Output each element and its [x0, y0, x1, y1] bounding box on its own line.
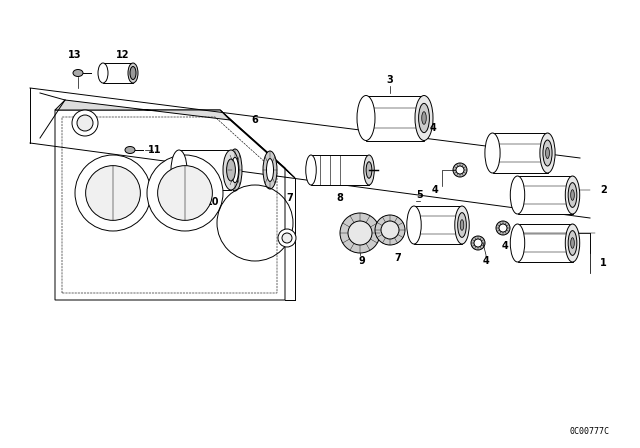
Text: 3: 3 — [387, 75, 394, 85]
Circle shape — [75, 155, 151, 231]
Circle shape — [381, 221, 399, 239]
Circle shape — [278, 229, 296, 247]
Ellipse shape — [366, 162, 372, 178]
Text: 8: 8 — [337, 193, 344, 203]
Circle shape — [157, 166, 212, 220]
Ellipse shape — [306, 155, 316, 185]
Ellipse shape — [458, 213, 467, 237]
Text: 5: 5 — [417, 190, 424, 200]
Ellipse shape — [455, 206, 469, 244]
Ellipse shape — [223, 150, 239, 190]
Text: 4: 4 — [431, 185, 438, 195]
Text: 13: 13 — [68, 50, 82, 60]
Text: 6: 6 — [252, 115, 259, 125]
Circle shape — [474, 239, 482, 247]
Ellipse shape — [543, 140, 552, 166]
Text: 2: 2 — [600, 185, 607, 195]
Ellipse shape — [263, 151, 277, 189]
Text: 4: 4 — [483, 256, 490, 266]
Bar — [518, 176, 573, 214]
Circle shape — [471, 236, 485, 250]
Text: 12: 12 — [116, 50, 130, 60]
Polygon shape — [220, 110, 295, 178]
Ellipse shape — [485, 133, 500, 173]
Ellipse shape — [568, 183, 577, 207]
Ellipse shape — [510, 224, 525, 262]
Circle shape — [72, 110, 98, 136]
Ellipse shape — [565, 224, 580, 262]
Ellipse shape — [125, 146, 135, 154]
Bar — [493, 133, 547, 173]
Ellipse shape — [227, 159, 236, 181]
Ellipse shape — [415, 95, 433, 141]
Ellipse shape — [407, 206, 421, 244]
Bar — [311, 155, 369, 185]
Circle shape — [499, 224, 507, 232]
Circle shape — [282, 233, 292, 243]
Circle shape — [340, 213, 380, 253]
Text: 4: 4 — [429, 123, 436, 133]
Ellipse shape — [571, 238, 574, 248]
Circle shape — [147, 155, 223, 231]
Ellipse shape — [364, 155, 374, 185]
Polygon shape — [55, 100, 230, 120]
Circle shape — [496, 221, 510, 235]
Ellipse shape — [422, 112, 426, 124]
Ellipse shape — [460, 220, 464, 230]
Ellipse shape — [171, 150, 187, 190]
Circle shape — [456, 166, 464, 174]
Text: 7: 7 — [395, 253, 401, 263]
Ellipse shape — [510, 176, 525, 214]
Text: 9: 9 — [358, 256, 365, 266]
Ellipse shape — [266, 159, 273, 181]
Circle shape — [348, 221, 372, 245]
Ellipse shape — [73, 69, 83, 77]
Text: 1: 1 — [600, 258, 607, 268]
Ellipse shape — [568, 231, 577, 255]
Text: 11: 11 — [148, 145, 161, 155]
Ellipse shape — [357, 95, 375, 141]
Ellipse shape — [571, 190, 574, 200]
Text: 10: 10 — [206, 197, 220, 207]
Polygon shape — [55, 110, 285, 300]
Bar — [179, 150, 231, 190]
Circle shape — [453, 163, 467, 177]
Ellipse shape — [419, 103, 429, 133]
Ellipse shape — [540, 133, 555, 173]
Ellipse shape — [128, 63, 138, 83]
Ellipse shape — [98, 63, 108, 83]
Circle shape — [86, 166, 140, 220]
Text: 4: 4 — [502, 241, 508, 251]
Bar — [518, 224, 573, 262]
Ellipse shape — [228, 149, 242, 191]
Text: 7: 7 — [287, 193, 293, 203]
Ellipse shape — [565, 176, 580, 214]
Circle shape — [375, 215, 405, 245]
Bar — [366, 95, 424, 141]
Circle shape — [77, 115, 93, 131]
Ellipse shape — [232, 157, 239, 183]
Bar — [414, 206, 462, 244]
Ellipse shape — [130, 66, 136, 79]
Ellipse shape — [545, 147, 549, 159]
Bar — [103, 63, 133, 83]
Text: 0C00777C: 0C00777C — [570, 427, 610, 436]
